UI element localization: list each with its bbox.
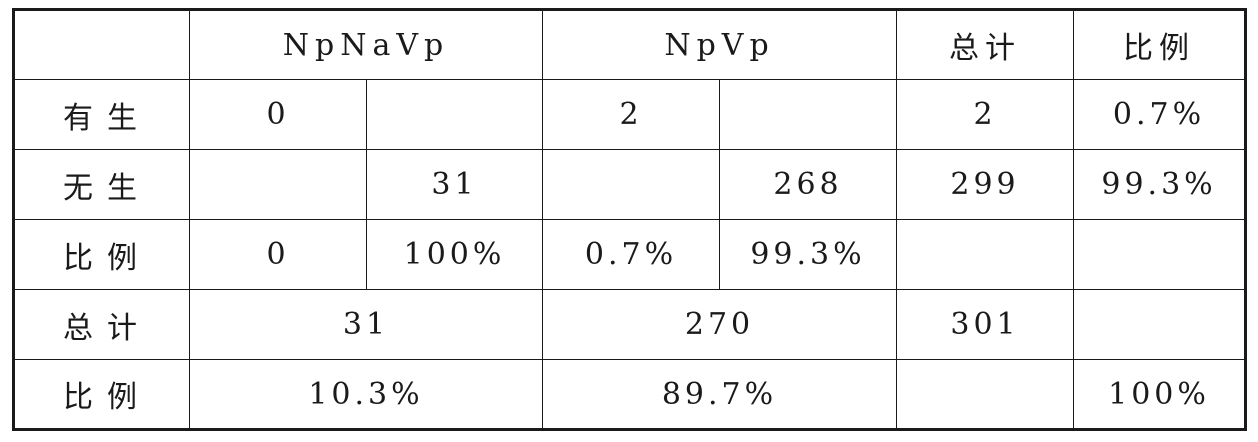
table-cell: 0.7% bbox=[542, 219, 720, 290]
table-cell: 31 bbox=[366, 149, 543, 220]
ratio-total-cell bbox=[896, 359, 1075, 430]
header-npnavp: NpNaVp bbox=[189, 9, 543, 80]
header-total: 总计 bbox=[896, 9, 1075, 80]
ratio-npnavp-cell: 10.3% bbox=[189, 359, 543, 430]
header-npvp: NpVp bbox=[541, 9, 898, 80]
table-cell: 99.3% bbox=[718, 219, 898, 290]
ratio-npvp-cell: 89.7% bbox=[541, 359, 898, 430]
table-cell: 299 bbox=[896, 149, 1075, 220]
table-cell: 0.7% bbox=[1073, 79, 1247, 150]
row-label-proportion: 比例 bbox=[13, 219, 190, 290]
header-corner-cell bbox=[13, 9, 190, 80]
table-row-inanimate: 无生 31 268 299 99.3% bbox=[13, 149, 1247, 220]
statistics-table: NpNaVp NpVp 总计 比例 有生 0 2 2 0.7% 无生 31 26… bbox=[12, 8, 1248, 431]
row-label-ratio: 比例 bbox=[13, 359, 190, 430]
table-row-total: 总计 31 270 301 bbox=[13, 289, 1247, 360]
row-label-total: 总计 bbox=[13, 289, 190, 360]
row-label-inanimate: 无生 bbox=[13, 149, 190, 220]
table-cell bbox=[1073, 219, 1247, 290]
table-cell: 0 bbox=[189, 219, 367, 290]
header-row: NpNaVp NpVp 总计 比例 bbox=[13, 9, 1247, 80]
table-cell bbox=[366, 79, 543, 150]
row-label-animate: 有生 bbox=[13, 79, 190, 150]
ratio-ratio-cell: 100% bbox=[1073, 359, 1247, 430]
table-cell: 2 bbox=[542, 79, 720, 150]
table-cell: 268 bbox=[718, 149, 898, 220]
total-npvp-cell: 270 bbox=[541, 289, 898, 360]
data-table-container: NpNaVp NpVp 总计 比例 有生 0 2 2 0.7% 无生 31 26… bbox=[12, 8, 1248, 431]
total-npnavp-cell: 31 bbox=[189, 289, 543, 360]
table-cell: 100% bbox=[366, 219, 543, 290]
table-cell bbox=[896, 219, 1075, 290]
table-cell: 0 bbox=[189, 79, 367, 150]
header-ratio: 比例 bbox=[1073, 9, 1247, 80]
table-cell bbox=[189, 149, 367, 220]
table-row-proportion: 比例 0 100% 0.7% 99.3% bbox=[13, 219, 1247, 290]
table-cell: 99.3% bbox=[1073, 149, 1247, 220]
table-cell bbox=[718, 79, 898, 150]
table-cell: 2 bbox=[896, 79, 1075, 150]
table-row-animate: 有生 0 2 2 0.7% bbox=[13, 79, 1247, 150]
table-cell bbox=[542, 149, 720, 220]
total-ratio-cell bbox=[1073, 289, 1247, 360]
total-total-cell: 301 bbox=[896, 289, 1075, 360]
table-row-ratio: 比例 10.3% 89.7% 100% bbox=[13, 359, 1247, 430]
